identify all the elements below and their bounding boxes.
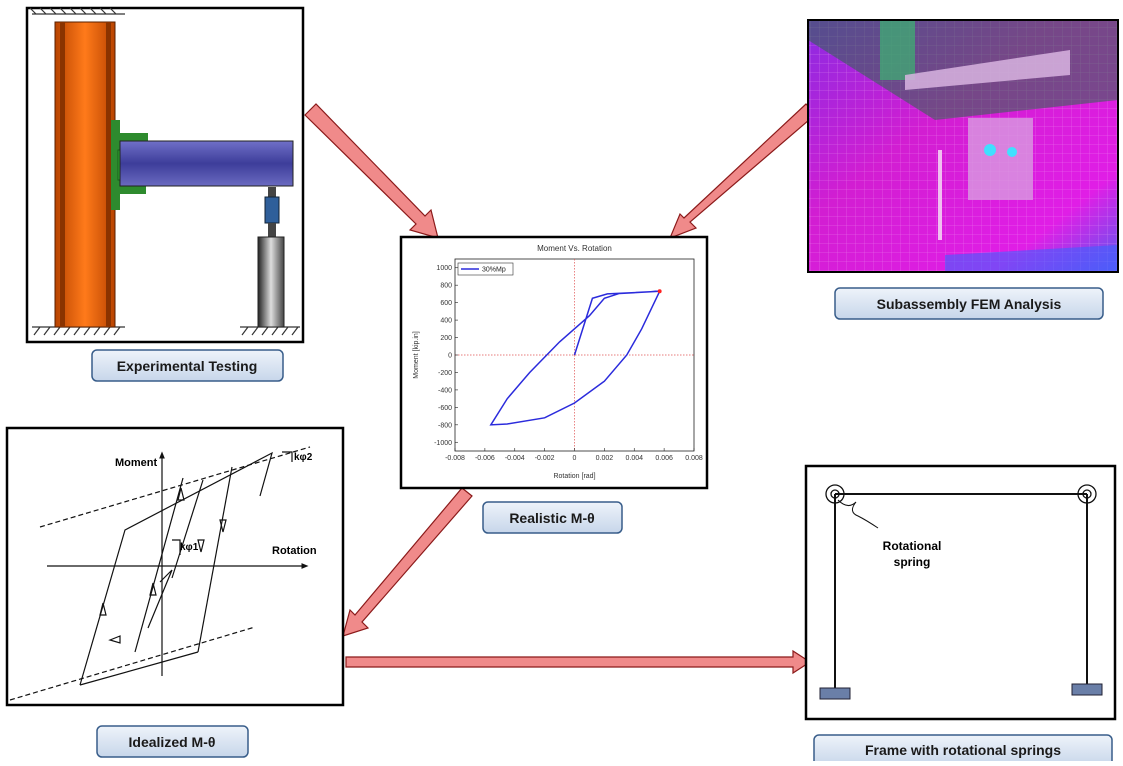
chart-title: Moment Vs. Rotation <box>537 244 612 253</box>
x-tick-label: 0 <box>573 455 577 462</box>
frame-panel: Rotational spring <box>806 466 1115 719</box>
y-tick-label: 200 <box>440 335 452 342</box>
x-tick-label: 0.004 <box>625 455 643 462</box>
panel-label: Subassembly FEM Analysis <box>877 296 1062 312</box>
x-tick-label: 0.006 <box>655 455 673 462</box>
label-box: Frame with rotational springs <box>814 735 1112 761</box>
y-axis-title: Moment [kip.in] <box>413 331 420 379</box>
x-tick-label: 0.008 <box>685 455 703 462</box>
panel-label: Realistic M-θ <box>509 510 594 526</box>
end-point <box>658 289 662 293</box>
x-tick-label: 0.002 <box>596 455 614 462</box>
y-tick-label: -600 <box>438 405 452 412</box>
fem-panel <box>808 20 1118 272</box>
x-tick-label: -0.006 <box>475 455 495 462</box>
stiffness-label: kφ2 <box>294 452 313 463</box>
stiffness-label: kφ1 <box>180 542 199 553</box>
x-tick-label: -0.004 <box>505 455 525 462</box>
y-tick-label: -400 <box>438 387 452 394</box>
label-box: Experimental Testing <box>92 350 283 381</box>
y-tick-label: 600 <box>440 300 452 307</box>
realistic-panel: Moment Vs. Rotation Rotation [rad] Moment … <box>401 237 707 488</box>
experimental-panel <box>27 8 303 342</box>
x-axis-title: Rotation [rad] <box>553 473 595 480</box>
x-tick-label: -0.008 <box>445 455 465 462</box>
axis-label: Moment <box>115 457 158 469</box>
y-tick-label: -1000 <box>434 440 452 447</box>
panel-label: Frame with rotational springs <box>865 742 1061 758</box>
panel-label: Experimental Testing <box>117 358 258 374</box>
diagram: Experimental Testing Subassembly FEM Ana… <box>0 0 1123 761</box>
y-tick-label: 400 <box>440 318 452 325</box>
spring-label-line: spring <box>894 555 931 569</box>
y-tick-label: 800 <box>440 283 452 290</box>
y-tick-label: -800 <box>438 422 452 429</box>
x-tick-label: -0.002 <box>535 455 555 462</box>
label-box: Realistic M-θ <box>483 502 622 533</box>
label-box: Subassembly FEM Analysis <box>835 288 1103 319</box>
idealized-panel: Moment Rotation kφ1 kφ2 <box>7 428 343 705</box>
y-tick-label: 1000 <box>436 265 452 272</box>
label-box: Idealized M-θ <box>97 726 248 757</box>
axis-label: Rotation <box>272 545 317 557</box>
legend-label: 30%Mp <box>482 267 506 274</box>
spring-label-line: Rotational <box>883 539 942 553</box>
y-tick-label: 0 <box>448 353 452 360</box>
y-tick-label: -200 <box>438 370 452 377</box>
panel-label: Idealized M-θ <box>129 734 216 750</box>
